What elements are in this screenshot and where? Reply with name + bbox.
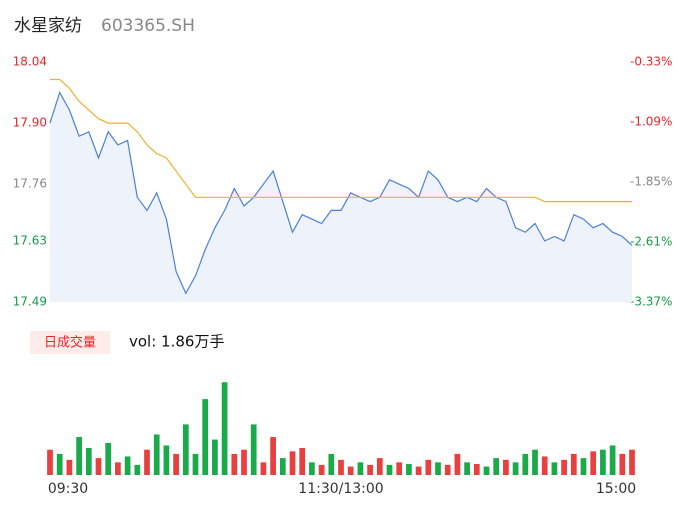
volume-bar (454, 453, 461, 475)
volume-bar (464, 462, 470, 475)
volume-bar (376, 458, 383, 475)
y2-tick-label: -0.33% (630, 55, 672, 69)
volume-bar (85, 448, 92, 475)
volume-bar (95, 458, 102, 475)
volume-bar (406, 464, 412, 475)
y-tick-label: 18.04 (13, 55, 47, 69)
volume-bar (173, 453, 179, 475)
volume-bar (309, 462, 315, 475)
volume-bar (483, 466, 490, 475)
volume-bar (493, 458, 500, 475)
y-tick-label: 17.63 (13, 233, 47, 247)
stock-name: 水星家纺 (14, 16, 82, 36)
volume-bar (221, 382, 228, 475)
average-line (50, 78, 632, 203)
volume-bar (619, 453, 626, 475)
volume-bar (56, 453, 63, 475)
volume-bar (153, 434, 160, 475)
volume-bar (212, 439, 218, 475)
volume-bar (580, 458, 587, 475)
volume-bar (386, 464, 393, 475)
x-tick-label: 15:00 (596, 481, 636, 497)
volume-bar (318, 464, 325, 475)
volume-bar (503, 459, 509, 475)
volume-bar (415, 466, 422, 475)
volume-bar (182, 424, 189, 475)
volume-bar (512, 462, 519, 475)
y2-tick-label: -2.61% (630, 235, 672, 249)
volume-bar (115, 462, 121, 475)
x-tick-label: 09:30 (48, 481, 88, 497)
volume-bar (629, 449, 635, 475)
volume-bar (66, 459, 73, 475)
volume-title-box (30, 331, 110, 354)
volume-bar (134, 464, 141, 475)
volume-bar (250, 424, 257, 475)
volume-bar (396, 462, 403, 475)
volume-bar (532, 449, 538, 475)
volume-bar (522, 453, 529, 475)
volume-bar (367, 464, 373, 475)
volume-bar (241, 449, 247, 475)
volume-bar (299, 448, 306, 475)
volume-bar (163, 445, 170, 475)
volume-bar (338, 459, 344, 475)
volume-bar (279, 458, 286, 475)
y2-tick-label: -1.85% (630, 175, 672, 189)
volume-bar (105, 442, 112, 475)
volume-bar (590, 451, 597, 475)
volume-bar (328, 453, 335, 475)
y2-tick-label: -3.37% (630, 295, 672, 309)
y-tick-label: 17.49 (13, 295, 47, 309)
y-tick-label: 17.76 (13, 177, 47, 191)
volume-bar (289, 451, 296, 475)
volume-bar (76, 437, 82, 475)
volume-bar (202, 399, 209, 475)
volume-bar (444, 464, 451, 475)
volume-bar (473, 464, 480, 475)
stock-code: 603365.SH (101, 16, 195, 36)
x-tick-label: 11:30/13:00 (298, 481, 383, 497)
volume-bar (541, 456, 548, 475)
volume-bar (192, 453, 199, 475)
volume-bar (124, 456, 131, 475)
volume-bar (561, 459, 567, 475)
volume-summary: vol: 1.86万手 (129, 333, 224, 351)
volume-bar (270, 437, 276, 475)
volume-bar (570, 453, 577, 475)
y-tick-label: 17.90 (13, 116, 47, 130)
volume-bar (231, 453, 238, 475)
volume-bar (47, 449, 53, 475)
y2-tick-label: -1.09% (630, 115, 672, 129)
price-area (50, 92, 632, 302)
volume-bar (600, 449, 606, 475)
volume-bar (551, 462, 558, 475)
volume-title: 日成交量 (44, 335, 96, 351)
volume-bar (609, 445, 616, 475)
price-line (49, 90, 633, 295)
volume-bar (260, 462, 267, 475)
volume-bar (357, 462, 364, 475)
volume-bar (347, 466, 354, 475)
volume-bar (435, 462, 441, 475)
volume-bar (144, 449, 150, 475)
volume-bar (425, 459, 432, 475)
